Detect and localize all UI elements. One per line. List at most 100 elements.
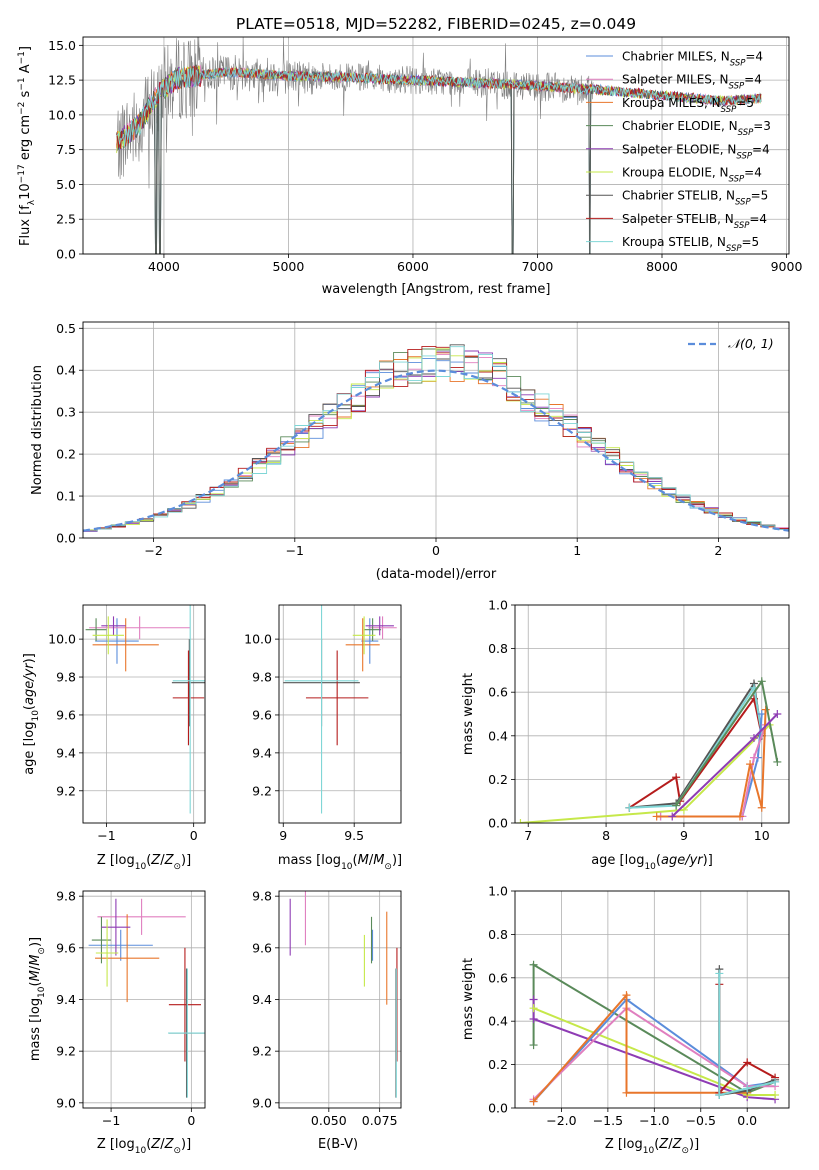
weight-line [656, 709, 767, 818]
x-tick-label: −1 [286, 543, 304, 558]
weight-marker [771, 1077, 780, 1086]
x-tick-label: 7000 [522, 259, 554, 274]
y-tick-label: 0.1 [56, 489, 76, 504]
x-axis-label: E(B-V) [318, 1137, 358, 1152]
legend-entry: Chabrier ELODIE, NSSP=3 [622, 119, 771, 138]
y-tick-label: 0.0 [56, 531, 76, 546]
y-tick-label: 0.4 [488, 1014, 508, 1029]
y-axis-label: mass weight [461, 958, 476, 1040]
figure-title: PLATE=0518, MJD=52282, FIBERID=0245, z=0… [236, 15, 636, 33]
y-axis-label: mass [log10(M/M⊙)] [28, 937, 47, 1061]
y-axis-label: age [log10(age/yr)] [22, 653, 41, 775]
weight-marker [749, 733, 758, 742]
y-tick-label: 1.0 [488, 884, 508, 899]
axes-frame [82, 604, 206, 824]
y-axis-label: Flux [fλ10−17 erg cm−2 s−1 A−1] [17, 46, 37, 246]
weight-marker [529, 1004, 538, 1013]
y-tick-label: 0.4 [488, 728, 508, 743]
residual-histogram [83, 345, 789, 531]
weight-marker [715, 1090, 724, 1099]
x-tick-label: 4000 [148, 259, 180, 274]
weight-marker [668, 812, 677, 821]
weight-marker [773, 757, 782, 766]
legend-entry: Chabrier MILES, NSSP=4 [622, 50, 763, 69]
y-tick-label: 9.8 [56, 670, 76, 685]
weight-marker [735, 812, 744, 821]
weight-marker [672, 773, 681, 782]
panel-mass_vs_Z: −1 0 9.0 9.2 9.4 9.6 9.8 Z [log10(Z/Z⊙)] mass [l… [28, 889, 206, 1156]
x-axis-label: age [log10(age/yr)] [591, 853, 713, 872]
y-tick-label: 9.4 [252, 992, 272, 1007]
x-tick-label: 10 [754, 828, 770, 843]
weight-marker [652, 812, 661, 821]
x-tick-label: 8000 [646, 259, 678, 274]
panel-age_vs_mass: 9 9.5 9.2 9.4 9.6 9.8 10.0 mass [log10(M/M⊙)] [244, 604, 402, 872]
weight-marker [743, 1084, 752, 1093]
y-tick-label: 7.5 [56, 142, 76, 157]
plot-area [289, 891, 398, 1098]
y-tick-label: 9.4 [252, 745, 272, 760]
panel-weight_vs_age: 7 8 9 10 0.0 0.2 0.4 0.6 0.8 1.0 age [log10(age/yr… [461, 598, 790, 872]
y-tick-label: 0.6 [488, 685, 508, 700]
weight-marker [625, 803, 634, 812]
x-tick-label: 9000 [771, 259, 803, 274]
plot-area [283, 605, 397, 814]
panel-residuals: −2 −1 0 1 2 0.0 0.1 0.2 0.3 0.4 0.5 (data-model)/er… [30, 321, 790, 582]
weight-line [629, 685, 763, 809]
weight-line [629, 680, 763, 809]
panel-mass_vs_EBV: 0.050 0.075 9.0 9.2 9.4 9.6 9.8 E(B-V) [252, 889, 402, 1152]
y-tick-label: 0.0 [56, 247, 76, 262]
weight-line [532, 1006, 776, 1101]
y-tick-label: 10.0 [48, 632, 76, 647]
y-tick-label: 0.2 [56, 447, 76, 462]
y-tick-label: 15.0 [48, 38, 76, 53]
y-axis-label: Normed distribution [30, 365, 45, 495]
plot-area [88, 898, 205, 1098]
weight-marker [757, 803, 766, 812]
plot-area [83, 344, 789, 532]
y-tick-label: 12.5 [48, 73, 76, 88]
panel-age_vs_Z: −1 0 9.2 9.4 9.6 9.8 10.0 Z [log10(Z/Z⊙)] age [l… [22, 604, 206, 872]
y-tick-label: 0.4 [56, 363, 76, 378]
weight-marker [743, 1058, 752, 1067]
plot-area [85, 605, 205, 814]
y-tick-label: 5.0 [56, 177, 76, 192]
y-tick-label: 9.4 [56, 745, 76, 760]
x-tick-label: 0.0 [737, 1113, 757, 1128]
weight-marker [757, 710, 766, 718]
axes-frame [82, 36, 790, 255]
plot-area [529, 960, 780, 1106]
x-tick-label: 9.5 [344, 828, 364, 843]
x-axis-label: (data-model)/error [376, 567, 497, 582]
plot-area [516, 677, 782, 823]
y-tick-label: 9.0 [252, 1095, 272, 1110]
y-tick-label: 0.3 [56, 405, 76, 420]
x-tick-label: 8 [602, 828, 610, 843]
x-tick-label: −1.0 [639, 1113, 669, 1128]
x-tick-label: −1 [97, 828, 115, 843]
y-tick-label: 9.6 [56, 940, 76, 955]
weight-marker [529, 1041, 538, 1050]
y-tick-label: 0.8 [488, 641, 508, 656]
legend-entry: 𝒩(0, 1) [728, 336, 774, 351]
legend: Chabrier MILES, NSSP=4 Salpeter MILES, NS… [586, 50, 771, 254]
y-tick-label: 0.6 [488, 970, 508, 985]
x-tick-label: 6000 [397, 259, 429, 274]
weight-marker [672, 801, 681, 810]
weight-marker [529, 960, 538, 969]
legend-entry: Salpeter ELODIE, NSSP=4 [622, 142, 770, 161]
y-tick-label: 10.0 [48, 107, 76, 122]
weight-line [532, 992, 748, 1103]
y-tick-label: 0.2 [488, 772, 508, 787]
y-tick-label: 9.2 [252, 783, 272, 798]
axes-frame [514, 604, 790, 824]
legend-entry: Salpeter MILES, NSSP=4 [622, 73, 762, 92]
x-tick-label: −1 [102, 1113, 120, 1128]
y-tick-label: 1.0 [488, 598, 508, 613]
x-tick-label: −1.5 [593, 1113, 623, 1128]
weight-marker [773, 710, 782, 718]
y-tick-label: 9.8 [252, 889, 272, 904]
x-axis-label: mass [log10(M/M⊙)] [278, 853, 402, 872]
x-axis-label: Z [log10(Z/Z⊙)] [605, 1137, 699, 1156]
weight-marker [529, 995, 538, 1004]
